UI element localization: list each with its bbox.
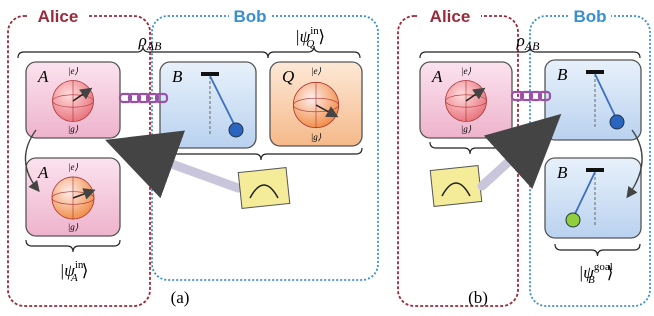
brace [26,240,120,252]
pendulum-name: B [557,163,568,182]
qubit-top: |e⟩ [68,66,78,76]
ket-close: ⟩ [82,261,89,280]
qubit-name: A [37,67,49,86]
qubit-bottom: |g⟩ [68,222,79,232]
qubit-bottom: |g⟩ [68,124,79,134]
ket-sub: A [70,272,78,284]
pendulum-bob [566,213,580,227]
party-name: Alice [38,7,79,26]
state-sub: AB [146,39,162,53]
qubit-bottom: |g⟩ [461,124,472,134]
ket-close: ⟩ [318,27,325,46]
pivot [201,72,219,76]
brace [555,244,640,256]
party-name: Bob [233,7,266,26]
caption: (b) [468,288,488,307]
party-region [398,16,518,306]
qubit-top: |e⟩ [461,66,471,76]
pivot [586,168,604,172]
feedback-beam [122,146,238,188]
state-label: ρAB [516,31,541,53]
party-name: Bob [573,7,606,26]
ket-sub: B [588,274,595,286]
party-name: Alice [430,7,471,26]
brace [430,142,510,154]
pendulum-bob [229,123,243,137]
qubit-name: A [431,67,443,86]
pendulum-name: B [172,67,183,86]
detector [238,168,290,209]
qubit-top: |e⟩ [311,66,321,76]
brace [268,46,360,58]
caption: (a) [171,288,190,307]
brace [18,46,268,58]
state-symbol: ρ [516,31,525,50]
pivot [586,70,604,74]
qubit-bottom: |g⟩ [311,132,322,142]
ket-close: ⟩ [607,263,614,282]
pendulum-name: B [557,65,568,84]
detector [430,166,482,207]
state-symbol: ρ [138,31,147,50]
pendulum-bob [610,115,624,129]
qubit-top: |e⟩ [68,162,78,172]
qubit-name: A [37,163,49,182]
qubit-name: Q [282,67,294,86]
brace [160,148,362,160]
figure: AliceBobρAB|ψinQ⟩A|e⟩|g⟩Q|e⟩|g⟩A|e⟩|g⟩B|… [0,0,654,316]
